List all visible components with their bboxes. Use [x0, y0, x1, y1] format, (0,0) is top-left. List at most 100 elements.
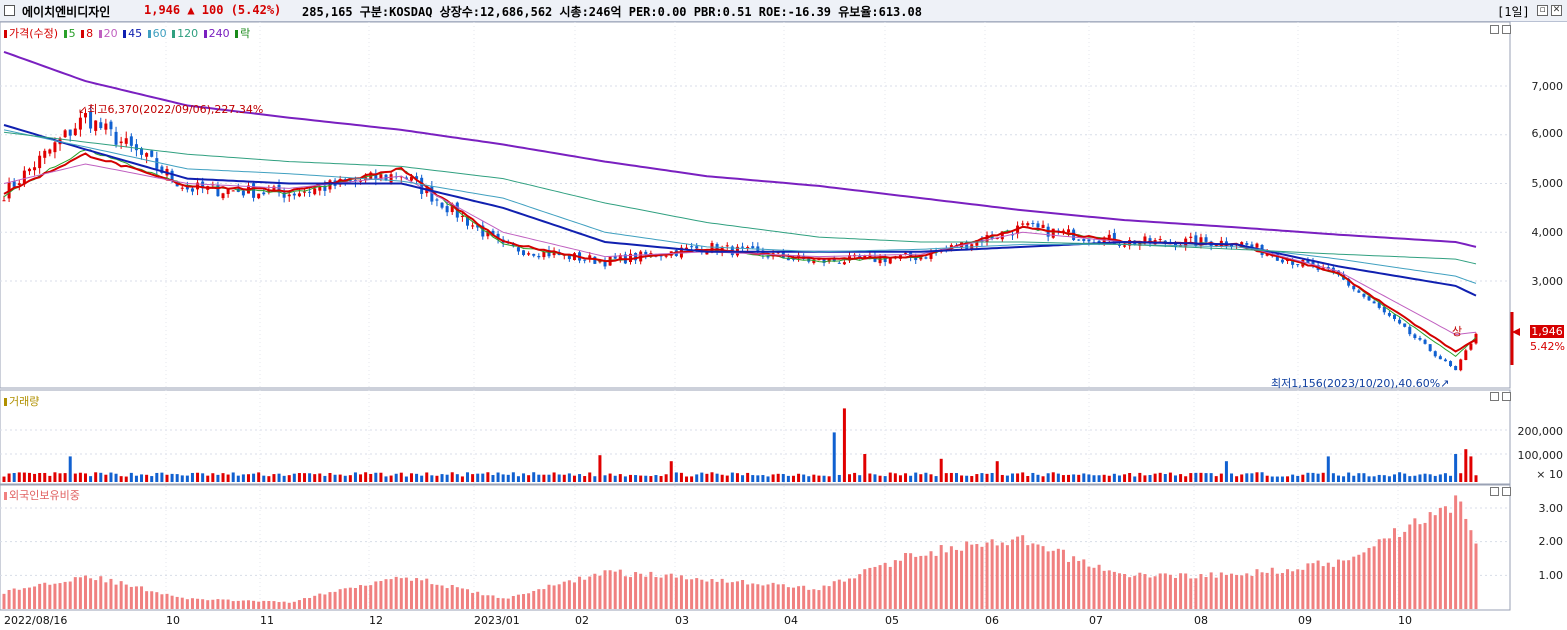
candle-body	[1464, 350, 1468, 360]
volume-bar	[89, 476, 93, 482]
foreign-bar	[649, 571, 653, 609]
candle-body	[715, 244, 719, 253]
date-label-jan23: 2023/01	[474, 614, 520, 627]
candle-body	[170, 170, 174, 181]
high-arrow-icon: ↙	[78, 103, 88, 116]
volume-bar	[1036, 474, 1040, 482]
close-button[interactable]: ✕	[1551, 5, 1562, 16]
volume-bar	[364, 472, 368, 482]
volume-bar	[980, 473, 984, 482]
candle-body	[1112, 233, 1116, 244]
candle-body	[904, 252, 908, 254]
volume-bar	[837, 474, 841, 482]
foreign-bar	[1107, 570, 1111, 609]
volume-bar	[175, 474, 179, 482]
volume-bar	[190, 472, 194, 482]
candle-body	[659, 255, 663, 257]
volume-bar	[104, 474, 108, 482]
volume-bar	[1250, 473, 1254, 482]
volume-bar	[995, 461, 999, 482]
candle-body	[257, 193, 261, 199]
foreign-bar	[384, 579, 388, 609]
foreign-bar	[1443, 506, 1447, 609]
volume-bar	[114, 473, 118, 482]
candle-body	[1031, 223, 1035, 225]
volume-bar	[598, 455, 602, 482]
candle-body	[1000, 231, 1004, 240]
volume-bar	[53, 472, 57, 482]
foreign-tick-1: 1.00	[1538, 569, 1564, 582]
foreign-bar	[1235, 574, 1239, 609]
foreign-bar	[929, 551, 933, 609]
candle-body	[511, 244, 515, 246]
foreign-bar	[124, 584, 128, 609]
foreign-bar	[1286, 569, 1290, 609]
volume-bar	[1275, 476, 1279, 482]
foreign-bar	[491, 595, 495, 609]
foreign-bar	[1428, 512, 1432, 609]
foreign-bar	[1291, 571, 1295, 609]
foreign-bar	[552, 585, 556, 609]
foreign-bar	[542, 589, 546, 609]
volume-bar	[842, 408, 846, 482]
volume-panel-buttons	[1490, 392, 1514, 402]
foreign-bar	[735, 581, 739, 609]
foreign-bar	[1077, 560, 1081, 609]
foreign-panel-close-button[interactable]	[1502, 487, 1511, 496]
volume-bar	[246, 474, 250, 482]
period-selector[interactable]: [1일]	[1497, 5, 1530, 19]
ma45-line	[3, 124, 1477, 297]
foreign-bar	[1316, 560, 1320, 609]
candle-body	[1428, 344, 1432, 351]
volume-bar	[481, 473, 485, 482]
foreign-bar	[58, 583, 62, 609]
foreign-bar	[257, 601, 261, 609]
volume-bar	[827, 476, 831, 482]
restore-button[interactable]: ▫	[1537, 5, 1548, 16]
foreign-panel-minimize-button[interactable]	[1490, 487, 1499, 496]
foreign-bar	[99, 576, 103, 609]
volume-bar	[817, 475, 821, 482]
volume-bar	[649, 476, 653, 482]
price-panel-minimize-button[interactable]	[1490, 25, 1499, 34]
volume-bar	[236, 475, 240, 482]
price-panel-close-button[interactable]	[1502, 25, 1511, 34]
volume-bar	[38, 472, 42, 482]
volume-panel-minimize-button[interactable]	[1490, 392, 1499, 401]
volume-bar	[1362, 473, 1366, 482]
foreign-bar	[567, 580, 571, 609]
foreign-bar	[522, 594, 526, 609]
current-price-tag: 1,946	[1530, 325, 1564, 338]
foreign-bar	[471, 592, 475, 609]
foreign-bar	[532, 590, 536, 609]
price-change: 1,946 ▲ 100 (5.42%)	[144, 3, 282, 17]
volume-bar	[1372, 476, 1376, 482]
volume-bar	[766, 476, 770, 482]
foreign-bar	[1408, 524, 1412, 609]
candle-body	[1275, 254, 1279, 261]
candle-body	[812, 259, 816, 264]
volume-bar	[496, 472, 500, 482]
volume-bar	[552, 472, 556, 482]
volume-bar	[1026, 476, 1030, 482]
foreign-bar	[725, 582, 729, 609]
volume-panel-close-button[interactable]	[1502, 392, 1511, 401]
select-checkbox[interactable]	[4, 5, 15, 16]
foreign-bar	[970, 544, 974, 609]
foreign-bar	[695, 578, 699, 609]
foreign-bar	[954, 549, 958, 609]
volume-bar	[532, 472, 536, 482]
foreign-bar	[282, 601, 286, 609]
volume-bar	[1194, 472, 1198, 482]
foreign-bar	[679, 575, 683, 609]
volume-bar	[659, 476, 663, 482]
volume-bar	[1408, 476, 1412, 482]
volume-bar	[1382, 475, 1386, 482]
volume-bar	[883, 476, 887, 482]
candle-body	[185, 186, 189, 190]
foreign-bar	[1026, 545, 1030, 609]
volume-bar	[664, 474, 668, 482]
foreign-bar	[664, 574, 668, 609]
candle-body	[1393, 314, 1397, 320]
